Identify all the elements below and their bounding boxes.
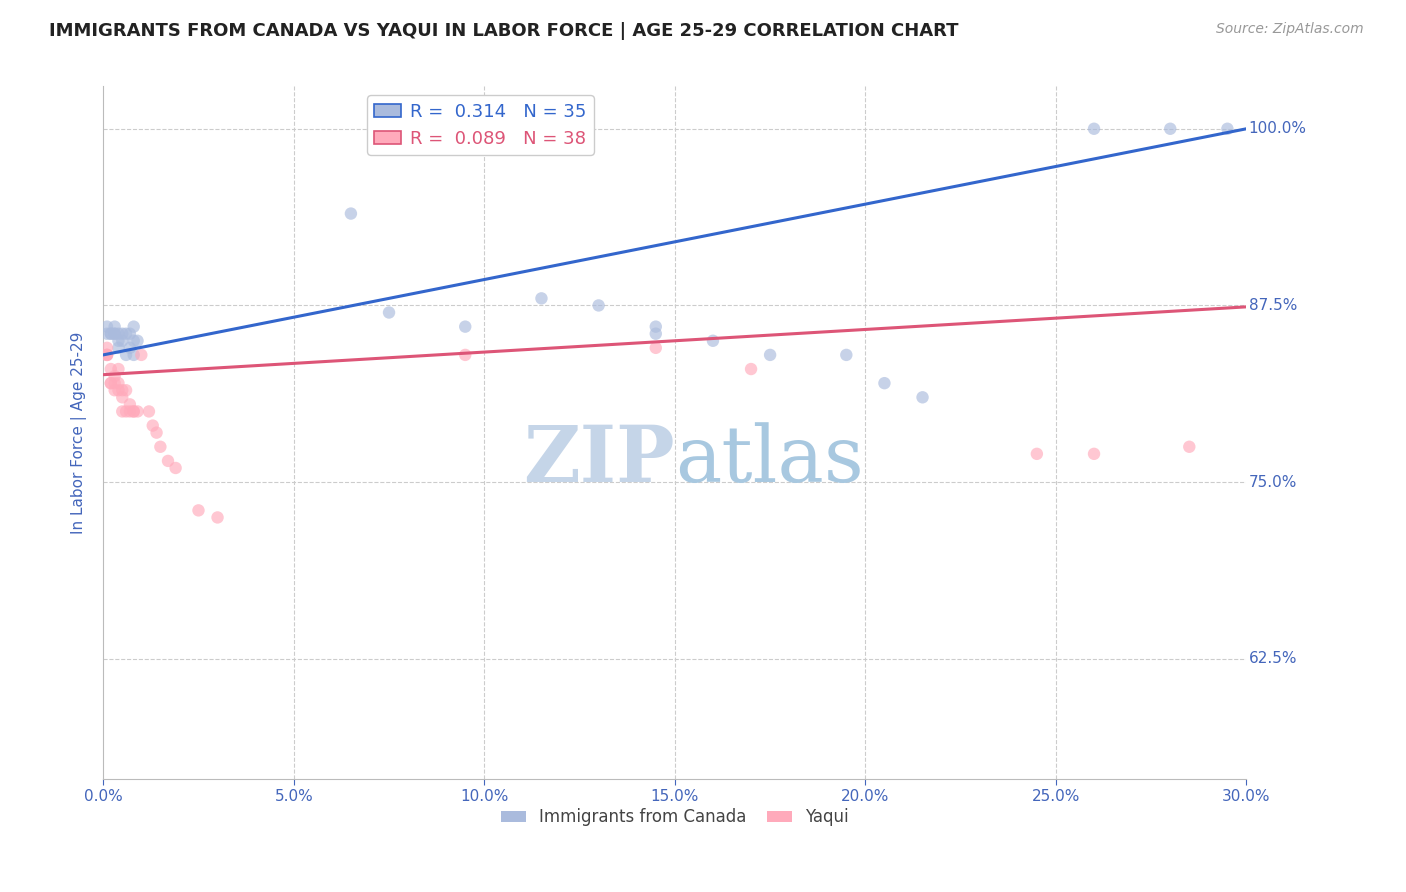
Point bbox=[111, 390, 134, 404]
Point bbox=[111, 404, 134, 418]
Point bbox=[104, 319, 127, 334]
Point bbox=[1178, 440, 1201, 454]
Text: 75.0%: 75.0% bbox=[1249, 475, 1298, 490]
Point bbox=[100, 376, 122, 391]
Point bbox=[115, 348, 138, 362]
Point bbox=[1083, 447, 1105, 461]
Point bbox=[107, 341, 129, 355]
Point bbox=[873, 376, 896, 391]
Point bbox=[530, 291, 553, 305]
Point bbox=[454, 319, 477, 334]
Point bbox=[454, 348, 477, 362]
Point bbox=[142, 418, 165, 433]
Text: 87.5%: 87.5% bbox=[1249, 298, 1298, 313]
Text: Source: ZipAtlas.com: Source: ZipAtlas.com bbox=[1216, 22, 1364, 37]
Point bbox=[96, 341, 118, 355]
Point bbox=[378, 305, 401, 319]
Point bbox=[911, 390, 934, 404]
Point bbox=[759, 348, 782, 362]
Point bbox=[107, 334, 129, 348]
Point bbox=[127, 334, 149, 348]
Point bbox=[111, 326, 134, 341]
Point bbox=[104, 326, 127, 341]
Text: 100.0%: 100.0% bbox=[1249, 121, 1306, 136]
Point bbox=[107, 383, 129, 397]
Point bbox=[1083, 121, 1105, 136]
Point bbox=[127, 404, 149, 418]
Point bbox=[100, 362, 122, 376]
Point bbox=[644, 319, 666, 334]
Point bbox=[1216, 121, 1239, 136]
Point bbox=[835, 348, 858, 362]
Point bbox=[122, 348, 145, 362]
Point bbox=[118, 404, 141, 418]
Point bbox=[115, 404, 138, 418]
Point bbox=[165, 461, 187, 475]
Point bbox=[740, 362, 762, 376]
Point bbox=[96, 326, 118, 341]
Y-axis label: In Labor Force | Age 25-29: In Labor Force | Age 25-29 bbox=[72, 332, 87, 533]
Point bbox=[122, 404, 145, 418]
Point bbox=[104, 369, 127, 384]
Text: 62.5%: 62.5% bbox=[1249, 651, 1298, 666]
Point bbox=[644, 341, 666, 355]
Point bbox=[1025, 447, 1047, 461]
Point bbox=[107, 326, 129, 341]
Legend: Immigrants from Canada, Yaqui: Immigrants from Canada, Yaqui bbox=[495, 802, 855, 833]
Point bbox=[111, 334, 134, 348]
Point bbox=[131, 348, 153, 362]
Point bbox=[149, 440, 172, 454]
Point bbox=[118, 397, 141, 411]
Point bbox=[100, 326, 122, 341]
Point bbox=[104, 383, 127, 397]
Point bbox=[118, 341, 141, 355]
Point bbox=[644, 326, 666, 341]
Point bbox=[111, 383, 134, 397]
Point bbox=[207, 510, 229, 524]
Point bbox=[145, 425, 167, 440]
Text: ZIP: ZIP bbox=[523, 422, 675, 499]
Point bbox=[96, 348, 118, 362]
Point bbox=[156, 454, 179, 468]
Text: atlas: atlas bbox=[675, 423, 863, 499]
Text: IMMIGRANTS FROM CANADA VS YAQUI IN LABOR FORCE | AGE 25-29 CORRELATION CHART: IMMIGRANTS FROM CANADA VS YAQUI IN LABOR… bbox=[49, 22, 959, 40]
Point bbox=[122, 334, 145, 348]
Point bbox=[340, 206, 363, 220]
Point bbox=[96, 348, 118, 362]
Point bbox=[107, 376, 129, 391]
Point bbox=[122, 404, 145, 418]
Point bbox=[115, 326, 138, 341]
Point bbox=[702, 334, 724, 348]
Point bbox=[118, 326, 141, 341]
Point bbox=[138, 404, 160, 418]
Point bbox=[100, 376, 122, 391]
Point bbox=[107, 362, 129, 376]
Point bbox=[96, 348, 118, 362]
Point bbox=[187, 503, 209, 517]
Point bbox=[100, 326, 122, 341]
Point bbox=[96, 319, 118, 334]
Point bbox=[588, 298, 610, 312]
Point bbox=[104, 326, 127, 341]
Point bbox=[1159, 121, 1181, 136]
Point bbox=[104, 376, 127, 391]
Point bbox=[115, 383, 138, 397]
Point bbox=[122, 319, 145, 334]
